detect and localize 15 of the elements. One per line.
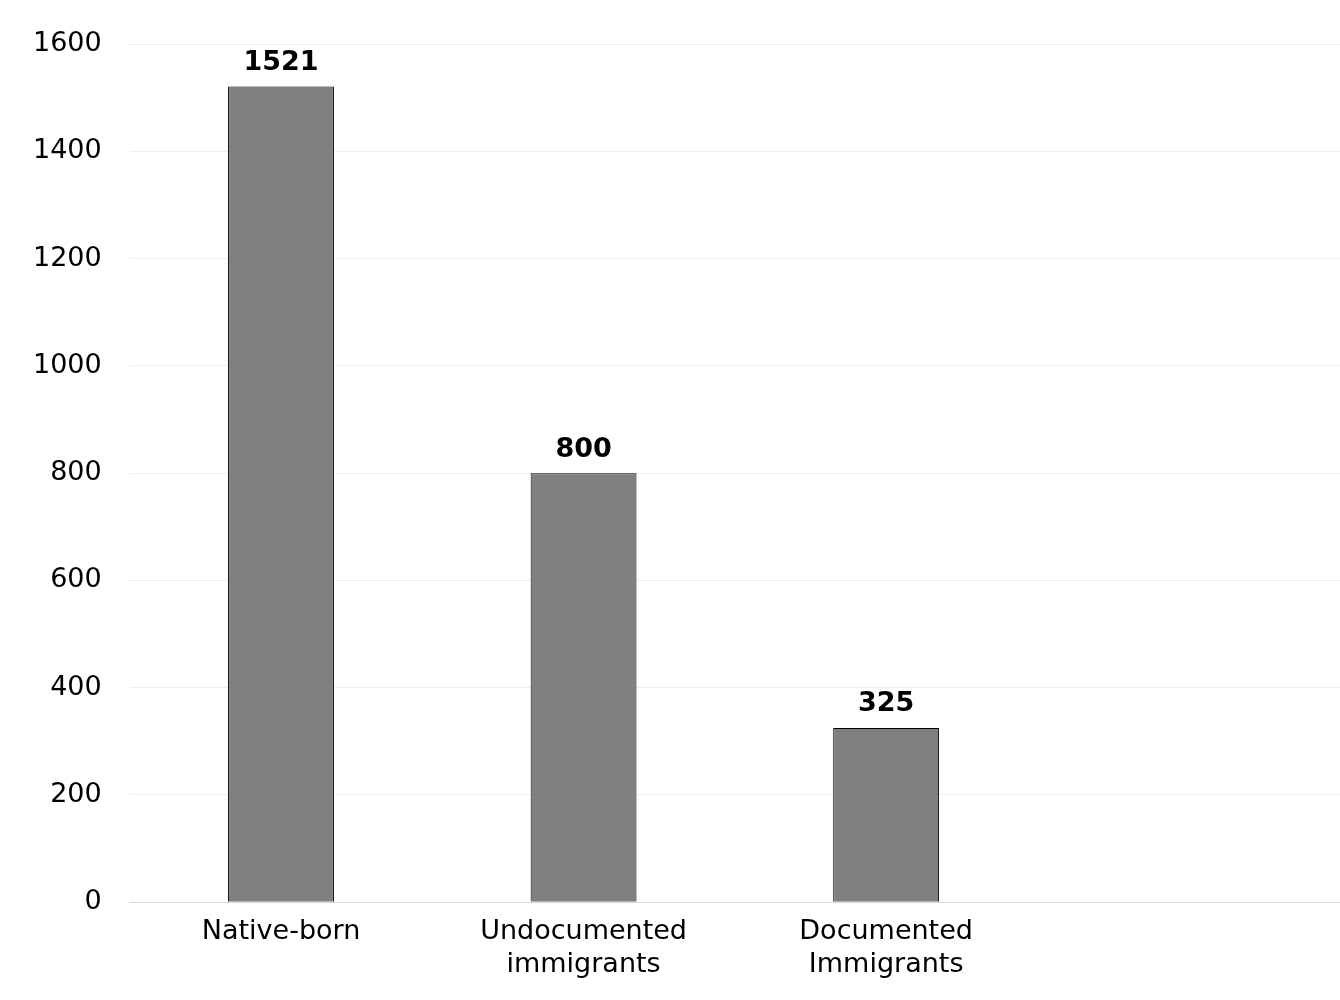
y-tick-label: 0 xyxy=(84,884,102,916)
data-label: 325 xyxy=(857,686,915,718)
y-tick-label: 1400 xyxy=(32,133,102,165)
x-tick-label: Undocumented immigrants xyxy=(480,914,687,978)
data-label: 1521 xyxy=(243,45,319,77)
data-label: 800 xyxy=(555,431,612,463)
y-tick-label: 1600 xyxy=(32,26,102,58)
y-tick-label: 200 xyxy=(50,776,102,808)
y-tick-label: 600 xyxy=(50,562,102,594)
y-tick-label: 1000 xyxy=(32,347,102,379)
x-tick-label: Documented Immigrants xyxy=(799,914,973,978)
y-tick-label: 1200 xyxy=(32,240,102,272)
x-tick-label: Native-born xyxy=(201,914,361,946)
y-tick-label: 800 xyxy=(50,455,102,487)
y-tick-label: 400 xyxy=(50,669,102,701)
